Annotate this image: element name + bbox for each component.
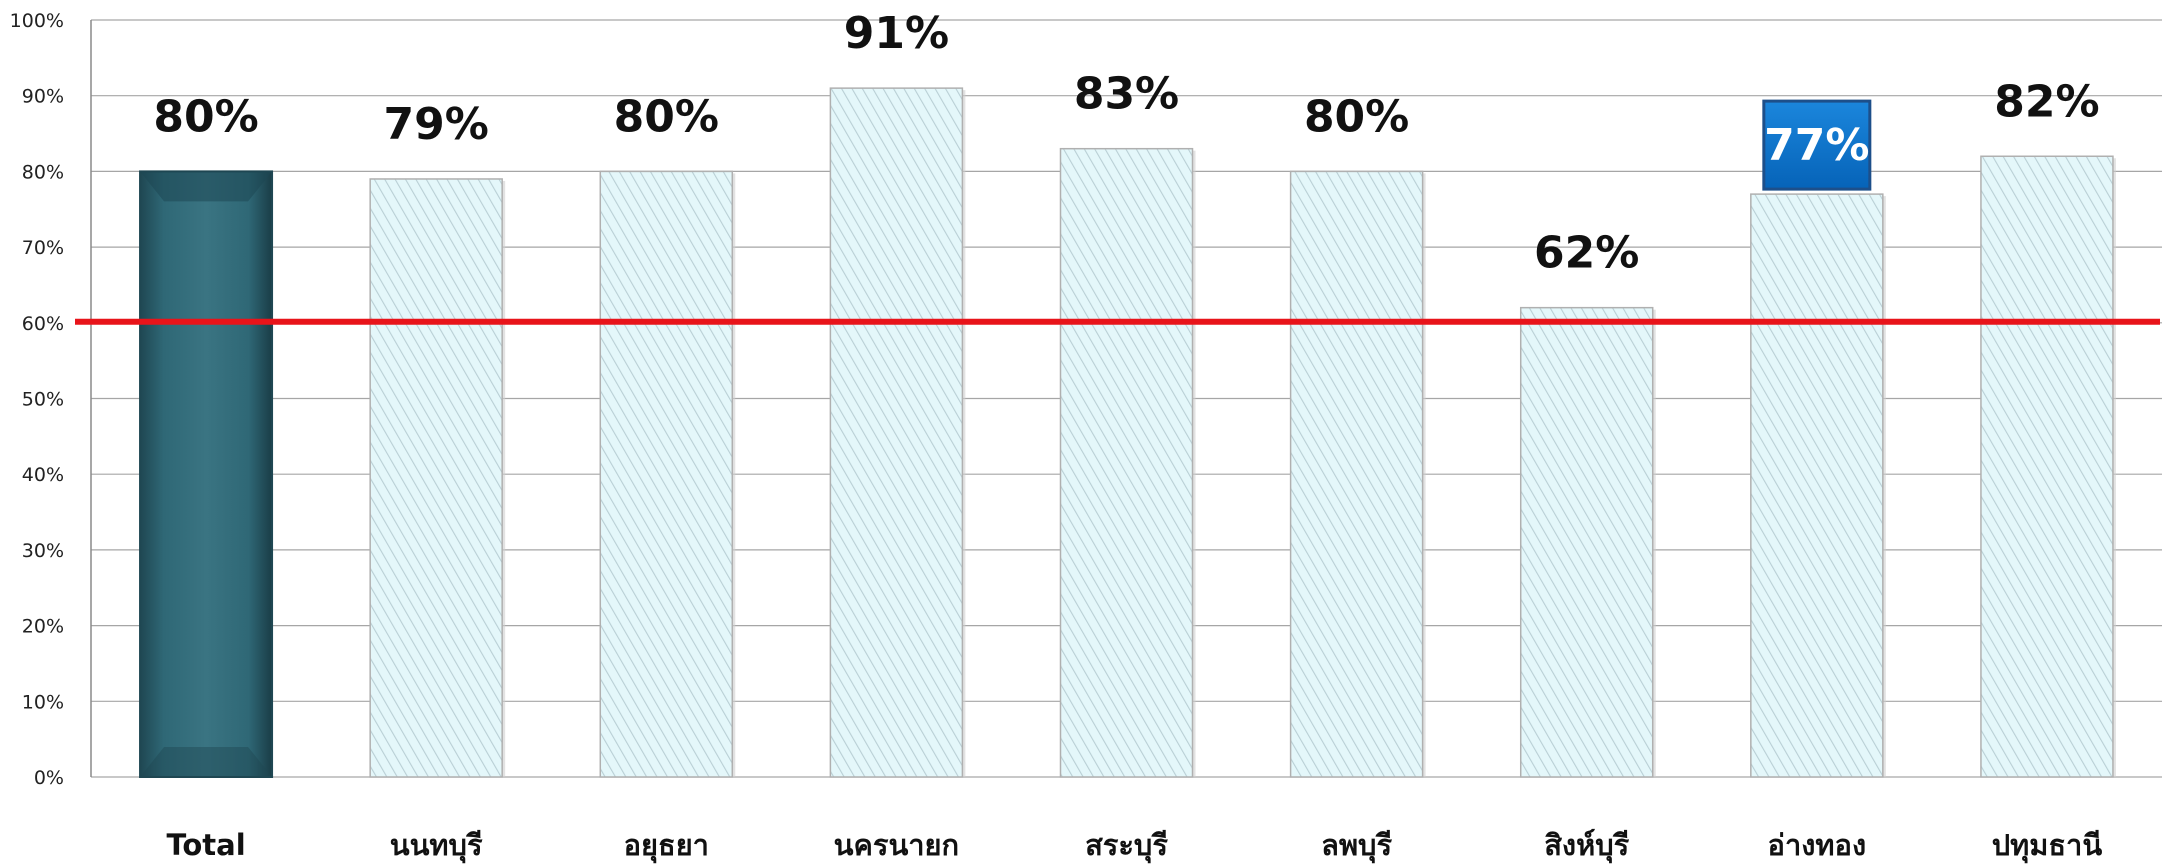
highlight-label-box [1762,99,1872,191]
data-label: 83% [1074,69,1179,120]
data-label: 77% [1764,120,1869,171]
y-tick-label: 50% [22,389,64,411]
bar-8 [1750,193,1884,778]
x-category-label: สิงห์บุรี [1544,828,1629,863]
bar-total-bevel-top [140,171,273,202]
y-tick-label: 30% [22,540,64,562]
data-label: 80% [1304,91,1409,142]
y-tick-label: 80% [22,161,64,183]
data-labels: 80% 79% 80% 91% 83% 80% 62% 77% 82% [153,8,2099,279]
x-category-label: อ่างทอง [1768,828,1867,862]
data-label: 80% [614,91,719,142]
y-tick-label: 60% [22,313,64,335]
data-label: 62% [1534,228,1639,279]
bar-6 [1289,170,1424,778]
data-label: 80% [153,91,258,142]
bar-total-bevel-bottom [140,747,273,777]
data-label: 91% [844,8,949,59]
y-tick-label: 40% [22,464,64,486]
x-category-label: นนทบุรี [390,828,483,863]
bar-total [139,170,274,778]
x-category-label: นครนายก [834,828,959,862]
y-axis: 0% 10% 20% 30% 40% 50% 60% 70% 80% 90% 100% [10,10,92,789]
x-category-label: ลพบุรี [1321,828,1392,863]
bar-9 [1980,155,2114,778]
y-tick-label: 10% [22,691,64,713]
bar-5 [1059,147,1194,778]
x-category-label: Total [166,828,245,862]
y-tick-label: 70% [22,237,64,259]
x-category-label: ปทุมธานี [1992,828,2103,863]
bar-3 [599,170,734,778]
y-tick-label: 90% [22,86,64,108]
y-tick-label: 0% [34,767,64,789]
x-category-label: อยุธยา [624,828,709,863]
bars [139,87,2116,778]
x-category-label: สระบุรี [1085,828,1168,863]
bar-7 [1519,306,1654,778]
x-axis-categories: Total นนทบุรี อยุธยา นครนายก สระบุรี ลพบุรี สิ… [166,828,2102,863]
data-label: 79% [384,99,489,150]
bar-4 [829,87,964,778]
y-tick-label: 20% [22,616,64,638]
bar-2 [369,178,503,778]
data-label: 82% [1994,76,2099,127]
y-tick-label: 100% [10,10,64,32]
